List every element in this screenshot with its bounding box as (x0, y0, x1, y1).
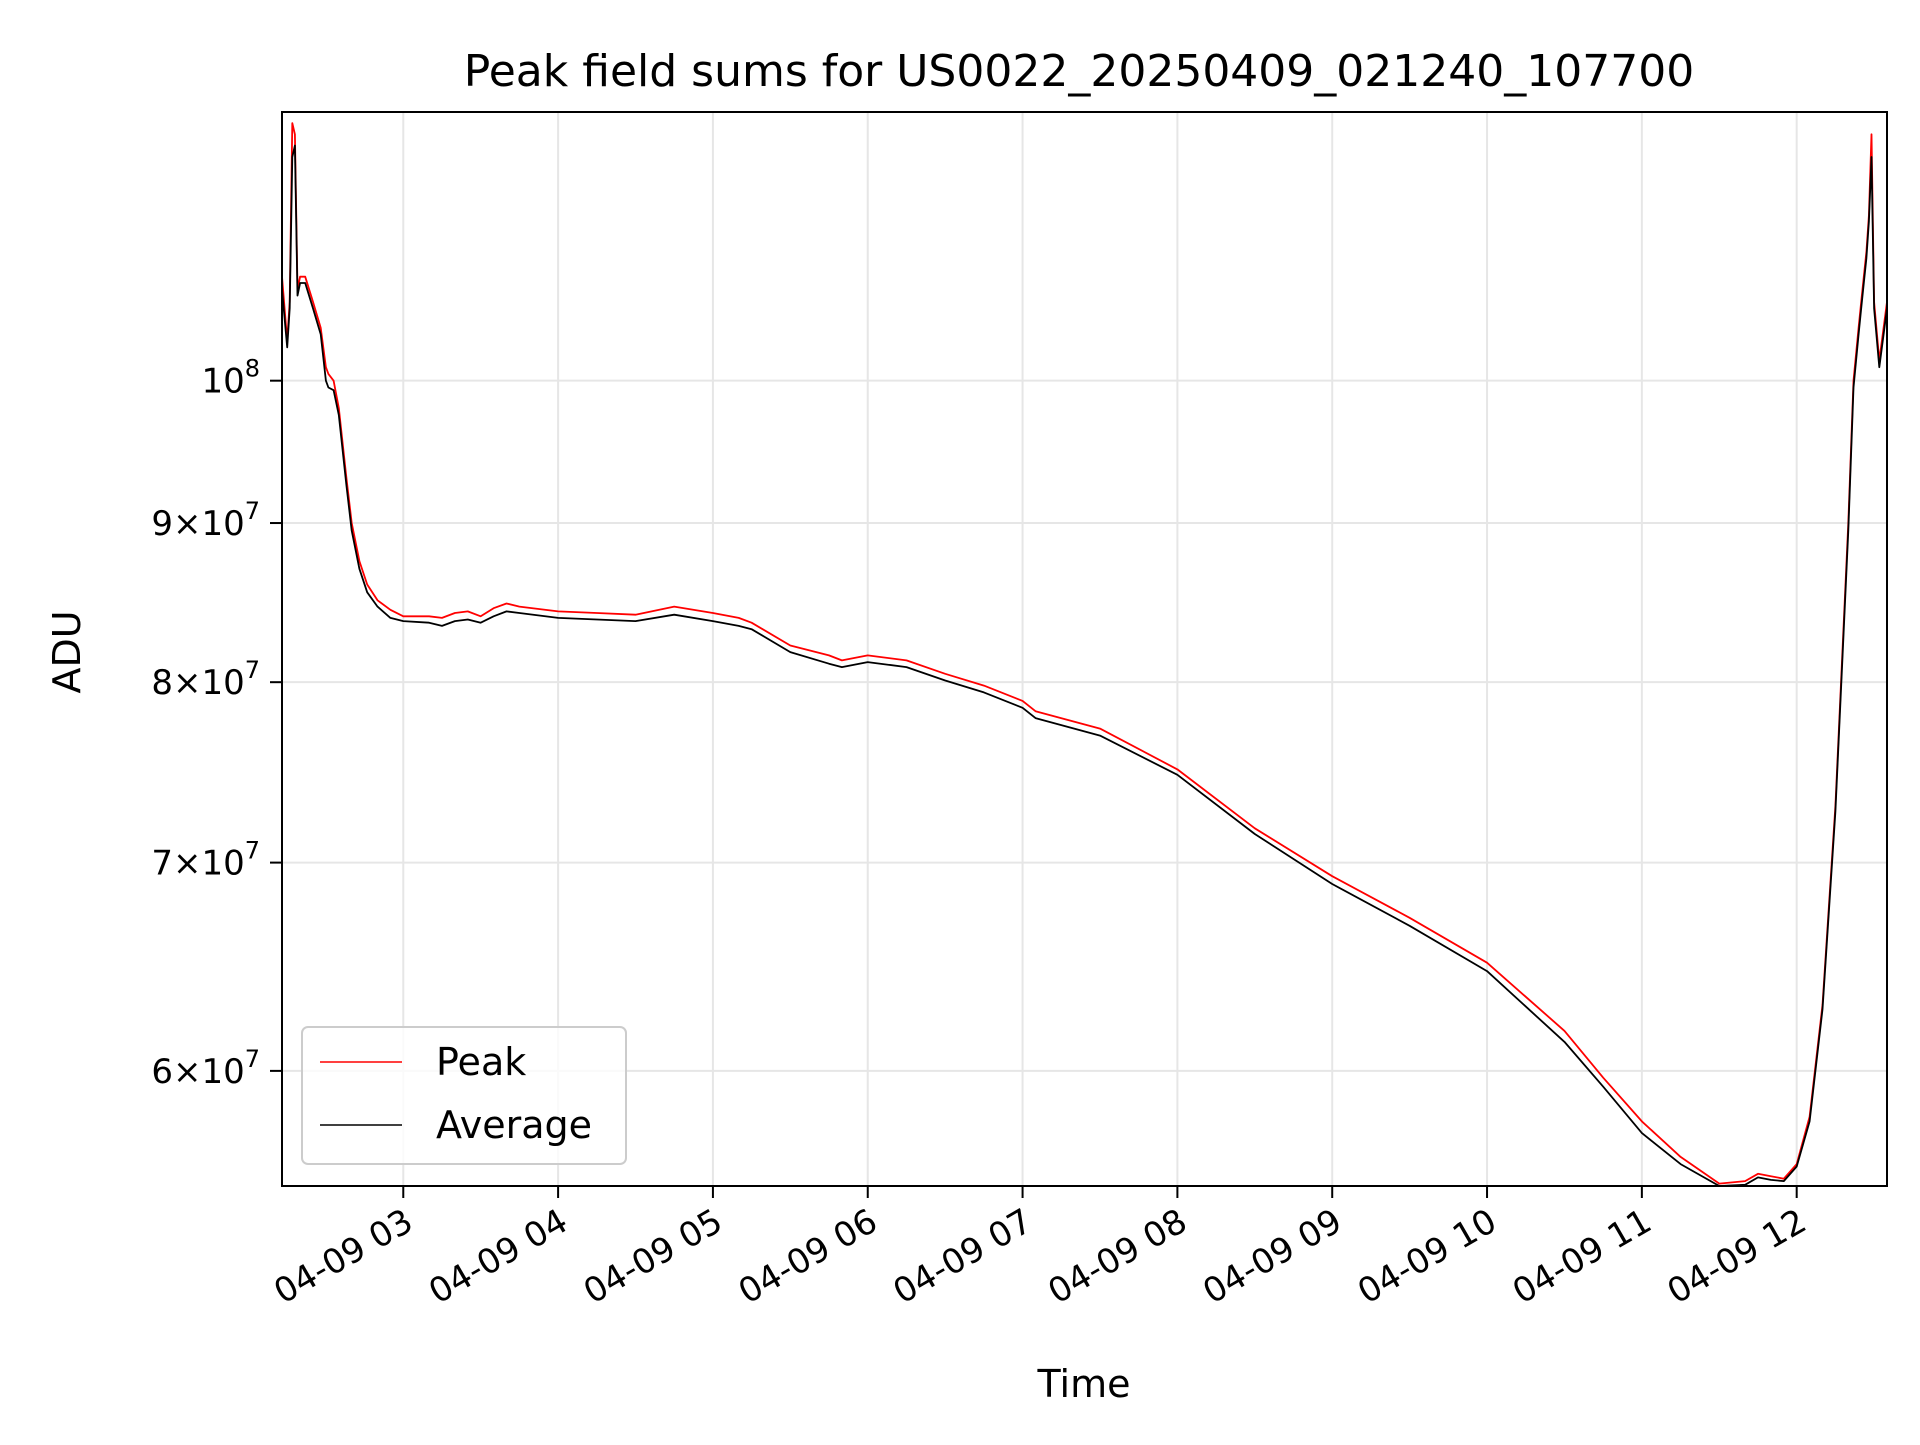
x-tick-label: 04-09 07 (887, 1201, 1039, 1312)
chart-title: Peak field sums for US0022_20250409_0212… (464, 46, 1694, 97)
series-layer (282, 122, 1887, 1186)
x-tick-label: 04-09 10 (1351, 1201, 1503, 1312)
legend: Peak Average (301, 1026, 627, 1165)
y-tick-label: 9×107 (151, 497, 260, 544)
x-tick-label: 04-09 06 (732, 1201, 884, 1312)
legend-label-average: Average (436, 1103, 592, 1147)
x-tick-label: 04-09 11 (1506, 1201, 1658, 1312)
plot-frame (281, 111, 1888, 1187)
x-tick-label: 04-09 08 (1042, 1201, 1194, 1312)
series-line-peak (282, 122, 1887, 1185)
y-axis-label: ADU (45, 610, 89, 693)
x-tick-label: 04-09 09 (1196, 1201, 1348, 1312)
x-tick-label: 04-09 03 (267, 1201, 419, 1312)
grid (282, 112, 1887, 1186)
x-tick-label: 04-09 12 (1661, 1201, 1813, 1312)
legend-label-peak: Peak (436, 1040, 526, 1084)
y-axis: 6×107 7×107 8×107 9×107 108 (151, 355, 282, 1092)
x-tick-label: 04-09 04 (422, 1201, 574, 1312)
y-tick-label: 7×107 (151, 837, 260, 884)
y-tick-label: 108 (201, 355, 260, 402)
series-line-average (282, 144, 1887, 1186)
y-tick-label: 8×107 (151, 656, 260, 703)
y-tick-label: 6×107 (151, 1045, 260, 1092)
x-tick-label: 04-09 05 (577, 1201, 729, 1312)
x-axis-label: Time (1037, 1362, 1131, 1406)
x-axis: 04-09 03 04-09 04 04-09 05 04-09 06 04-09 07… (267, 1186, 1813, 1312)
